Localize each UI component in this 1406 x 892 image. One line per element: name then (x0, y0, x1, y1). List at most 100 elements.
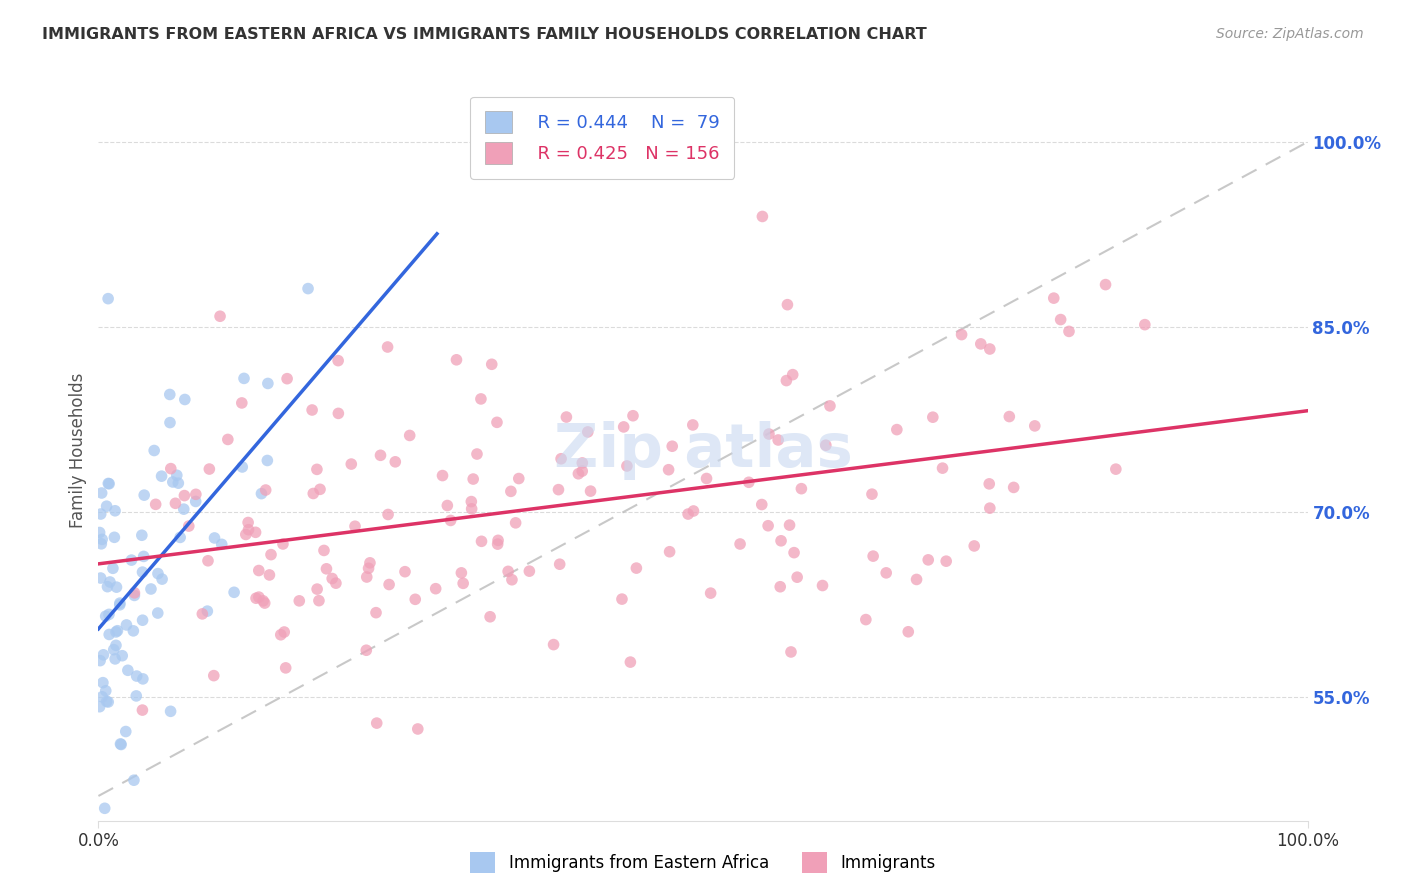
Point (738, 475, 761, 490)
Point (98, 476, 121, 491)
Point (505, 516, 527, 530)
Point (165, 496, 187, 510)
Point (167, 476, 190, 491)
Point (98, 627, 121, 641)
Point (104, 638, 127, 652)
Point (406, 722, 429, 736)
Point (169, 530, 191, 544)
Point (486, 537, 509, 551)
Point (621, 409, 644, 423)
Point (343, 519, 366, 533)
Point (91, 533, 114, 547)
Point (132, 672, 155, 686)
Legend:   R = 0.444    N =  79,   R = 0.425   N = 156: R = 0.444 N = 79, R = 0.425 N = 156 (470, 96, 734, 178)
Point (93, 648, 115, 662)
Point (1024, 418, 1046, 433)
Point (252, 594, 274, 608)
Point (979, 501, 1001, 516)
Point (1105, 462, 1128, 476)
Point (463, 472, 485, 486)
Point (619, 655, 641, 669)
Point (682, 417, 704, 432)
Point (446, 352, 468, 367)
Point (610, 592, 633, 607)
Point (97, 476, 120, 491)
Point (94, 609, 117, 624)
Point (661, 439, 683, 453)
Point (357, 561, 380, 575)
Point (931, 461, 953, 475)
Point (238, 523, 260, 537)
Point (270, 628, 292, 642)
Point (921, 410, 943, 425)
Point (780, 645, 803, 659)
Point (479, 609, 502, 624)
Point (613, 420, 636, 434)
Point (89, 525, 111, 540)
Point (146, 606, 169, 620)
Point (963, 539, 986, 553)
Point (198, 462, 221, 476)
Point (159, 704, 181, 718)
Point (104, 504, 127, 518)
Point (782, 368, 804, 382)
Point (728, 537, 751, 551)
Point (139, 582, 162, 596)
Point (231, 396, 253, 410)
Point (1057, 325, 1080, 339)
Point (998, 409, 1021, 424)
Point (616, 458, 638, 473)
Point (297, 282, 319, 296)
Point (159, 416, 181, 430)
Point (860, 487, 883, 501)
Point (121, 553, 143, 567)
Legend: Immigrants from Eastern Africa, Immigrants: Immigrants from Eastern Africa, Immigran… (464, 846, 942, 880)
Point (122, 773, 145, 788)
Point (274, 661, 297, 675)
Point (222, 585, 245, 599)
Point (305, 462, 328, 476)
Point (273, 625, 295, 640)
Point (132, 549, 155, 564)
Point (235, 527, 257, 541)
Point (875, 566, 897, 580)
Point (197, 554, 219, 568)
Point (259, 568, 281, 582)
Point (191, 607, 214, 621)
Point (312, 543, 335, 558)
Point (779, 518, 801, 533)
Point (783, 546, 806, 560)
Point (682, 504, 704, 518)
Point (159, 461, 181, 475)
Point (124, 589, 146, 603)
Point (950, 327, 973, 342)
Text: Zip atlas: Zip atlas (554, 421, 852, 480)
Point (302, 486, 325, 500)
Point (159, 387, 181, 401)
Point (579, 484, 602, 499)
Point (576, 425, 599, 439)
Point (818, 399, 841, 413)
Point (271, 537, 294, 551)
Point (94, 683, 117, 698)
Point (91, 675, 114, 690)
Point (1094, 277, 1116, 292)
Point (377, 508, 399, 522)
Point (378, 577, 401, 591)
Point (308, 593, 330, 607)
Point (122, 624, 145, 638)
Point (758, 427, 780, 442)
Point (450, 566, 472, 580)
Point (114, 724, 136, 739)
Point (776, 298, 799, 312)
Point (970, 337, 993, 351)
Point (340, 457, 363, 471)
Point (377, 340, 399, 354)
Point (98, 574, 121, 589)
Point (96, 580, 118, 594)
Point (432, 468, 454, 483)
Point (96, 499, 118, 513)
Point (481, 357, 503, 371)
Point (519, 564, 541, 578)
Point (103, 530, 125, 544)
